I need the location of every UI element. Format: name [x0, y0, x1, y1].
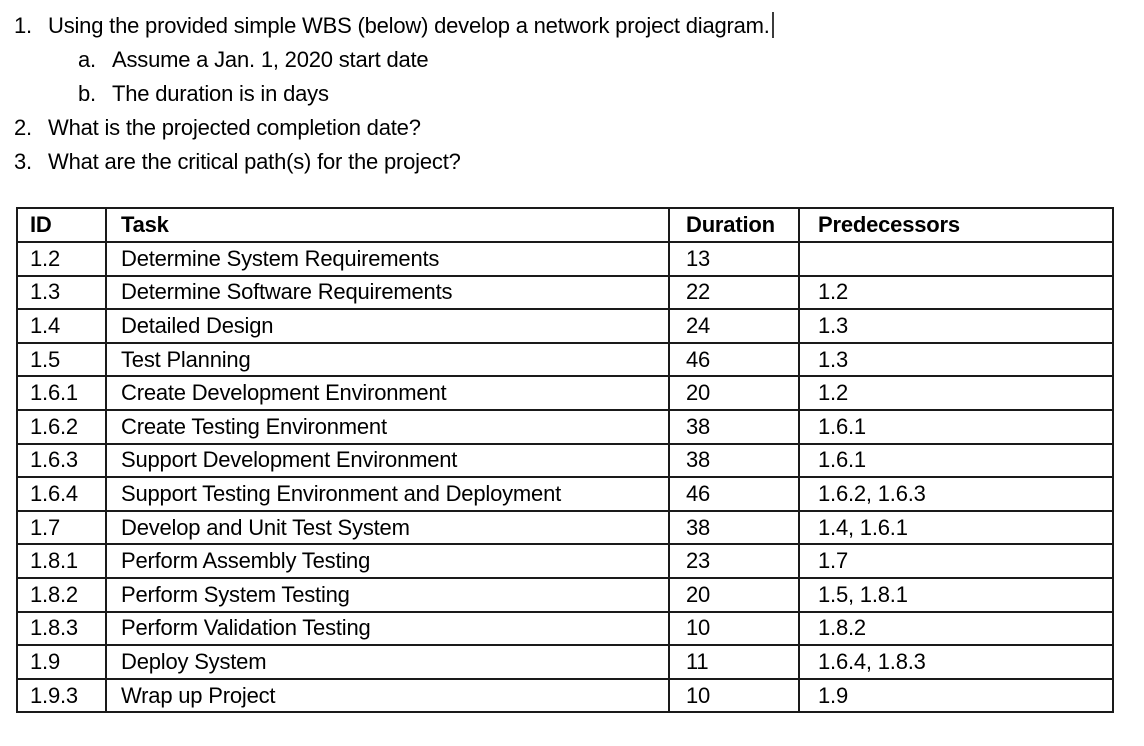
- question-item-1a[interactable]: a. Assume a Jan. 1, 2020 start date: [78, 43, 774, 77]
- cell-task: Wrap up Project: [105, 677, 670, 714]
- cell-id: 1.2: [16, 241, 107, 277]
- cell-predecessors: 1.6.1: [798, 408, 1114, 445]
- cell-predecessors: 1.4, 1.6.1: [798, 509, 1114, 546]
- cell-duration: 10: [668, 610, 800, 647]
- cell-id: 1.9: [16, 644, 107, 680]
- wbs-task-table: ID Task Duration Predecessors 1.2 Determ…: [16, 207, 1114, 714]
- table-row: 1.5 Test Planning 46 1.3: [16, 341, 1114, 378]
- cell-duration: 23: [668, 543, 800, 579]
- cell-duration: 38: [668, 442, 800, 479]
- cell-predecessors: 1.6.4, 1.8.3: [798, 644, 1114, 680]
- cell-task: Test Planning: [105, 341, 670, 378]
- cell-predecessors: 1.5, 1.8.1: [798, 576, 1114, 613]
- question-item-3[interactable]: 3. What are the critical path(s) for the…: [14, 145, 774, 179]
- cell-task: Deploy System: [105, 644, 670, 680]
- column-header-predecessors: Predecessors: [798, 207, 1114, 243]
- cell-id: 1.7: [16, 509, 107, 546]
- cell-predecessors: 1.7: [798, 543, 1114, 579]
- cell-duration: 22: [668, 274, 800, 311]
- cell-id: 1.6.1: [16, 375, 107, 411]
- list-number: 1.: [14, 13, 32, 38]
- cell-predecessors: 1.8.2: [798, 610, 1114, 647]
- cell-duration: 46: [668, 476, 800, 512]
- cell-task: Perform Assembly Testing: [105, 543, 670, 579]
- table-row: 1.2 Determine System Requirements 13: [16, 241, 1114, 277]
- question-item-1[interactable]: 1. Using the provided simple WBS (below)…: [14, 9, 774, 43]
- cell-id: 1.8.2: [16, 576, 107, 613]
- table-row: 1.8.2 Perform System Testing 20 1.5, 1.8…: [16, 576, 1114, 613]
- text-cursor: [771, 12, 774, 38]
- table-row: 1.6.3 Support Development Environment 38…: [16, 442, 1114, 479]
- column-header-task: Task: [105, 207, 670, 243]
- list-number: 2.: [14, 115, 32, 140]
- question-1b-text: The duration is in days: [112, 81, 329, 106]
- cell-predecessors: 1.2: [798, 375, 1114, 411]
- cell-duration: 24: [668, 308, 800, 344]
- table-row: 1.6.4 Support Testing Environment and De…: [16, 476, 1114, 512]
- cell-predecessors: 1.6.2, 1.6.3: [798, 476, 1114, 512]
- question-1-text-content: Using the provided simple WBS (below) de…: [48, 13, 770, 38]
- cell-id: 1.8.1: [16, 543, 107, 579]
- cell-id: 1.4: [16, 308, 107, 344]
- cell-duration: 20: [668, 375, 800, 411]
- cell-predecessors: 1.6.1: [798, 442, 1114, 479]
- question-3-text: What are the critical path(s) for the pr…: [48, 149, 461, 174]
- table-row: 1.6.2 Create Testing Environment 38 1.6.…: [16, 408, 1114, 445]
- cell-duration: 38: [668, 509, 800, 546]
- cell-duration: 20: [668, 576, 800, 613]
- question-list[interactable]: 1. Using the provided simple WBS (below)…: [14, 9, 774, 179]
- cell-task: Determine Software Requirements: [105, 274, 670, 311]
- table-row: 1.9.3 Wrap up Project 10 1.9: [16, 677, 1114, 714]
- cell-task: Perform Validation Testing: [105, 610, 670, 647]
- cell-predecessors: 1.9: [798, 677, 1114, 714]
- cell-task: Detailed Design: [105, 308, 670, 344]
- table-row: 1.6.1 Create Development Environment 20 …: [16, 375, 1114, 411]
- question-2-text: What is the projected completion date?: [48, 115, 421, 140]
- cell-task: Determine System Requirements: [105, 241, 670, 277]
- question-item-1b[interactable]: b. The duration is in days: [78, 77, 774, 111]
- table-row: 1.7 Develop and Unit Test System 38 1.4,…: [16, 509, 1114, 546]
- cell-task: Create Development Environment: [105, 375, 670, 411]
- cell-predecessors: 1.3: [798, 341, 1114, 378]
- table-body: 1.2 Determine System Requirements 13 1.3…: [16, 241, 1114, 714]
- cell-task: Support Development Environment: [105, 442, 670, 479]
- cell-duration: 46: [668, 341, 800, 378]
- table-row: 1.3 Determine Software Requirements 22 1…: [16, 274, 1114, 311]
- table-header-row: ID Task Duration Predecessors: [16, 207, 1114, 243]
- cell-id: 1.9.3: [16, 677, 107, 714]
- list-letter: a.: [78, 47, 96, 72]
- table-row: 1.4 Detailed Design 24 1.3: [16, 308, 1114, 344]
- column-header-id: ID: [16, 207, 107, 243]
- cell-task: Perform System Testing: [105, 576, 670, 613]
- list-number: 3.: [14, 149, 32, 174]
- cell-predecessors: [798, 241, 1114, 277]
- cell-duration: 13: [668, 241, 800, 277]
- cell-id: 1.5: [16, 341, 107, 378]
- question-1a-text: Assume a Jan. 1, 2020 start date: [112, 47, 429, 72]
- cell-duration: 10: [668, 677, 800, 714]
- cell-task: Support Testing Environment and Deployme…: [105, 476, 670, 512]
- cell-task: Create Testing Environment: [105, 408, 670, 445]
- question-item-2[interactable]: 2. What is the projected completion date…: [14, 111, 774, 145]
- list-letter: b.: [78, 81, 96, 106]
- table-row: 1.8.3 Perform Validation Testing 10 1.8.…: [16, 610, 1114, 647]
- cell-task: Develop and Unit Test System: [105, 509, 670, 546]
- cell-id: 1.6.3: [16, 442, 107, 479]
- cell-predecessors: 1.3: [798, 308, 1114, 344]
- table-row: 1.8.1 Perform Assembly Testing 23 1.7: [16, 543, 1114, 579]
- cell-predecessors: 1.2: [798, 274, 1114, 311]
- table-row: 1.9 Deploy System 11 1.6.4, 1.8.3: [16, 644, 1114, 680]
- cell-duration: 38: [668, 408, 800, 445]
- cell-id: 1.6.4: [16, 476, 107, 512]
- cell-id: 1.3: [16, 274, 107, 311]
- column-header-duration: Duration: [668, 207, 800, 243]
- cell-id: 1.6.2: [16, 408, 107, 445]
- question-1-text: Using the provided simple WBS (below) de…: [48, 9, 774, 43]
- cell-duration: 11: [668, 644, 800, 680]
- table-header: ID Task Duration Predecessors: [16, 207, 1114, 243]
- cell-id: 1.8.3: [16, 610, 107, 647]
